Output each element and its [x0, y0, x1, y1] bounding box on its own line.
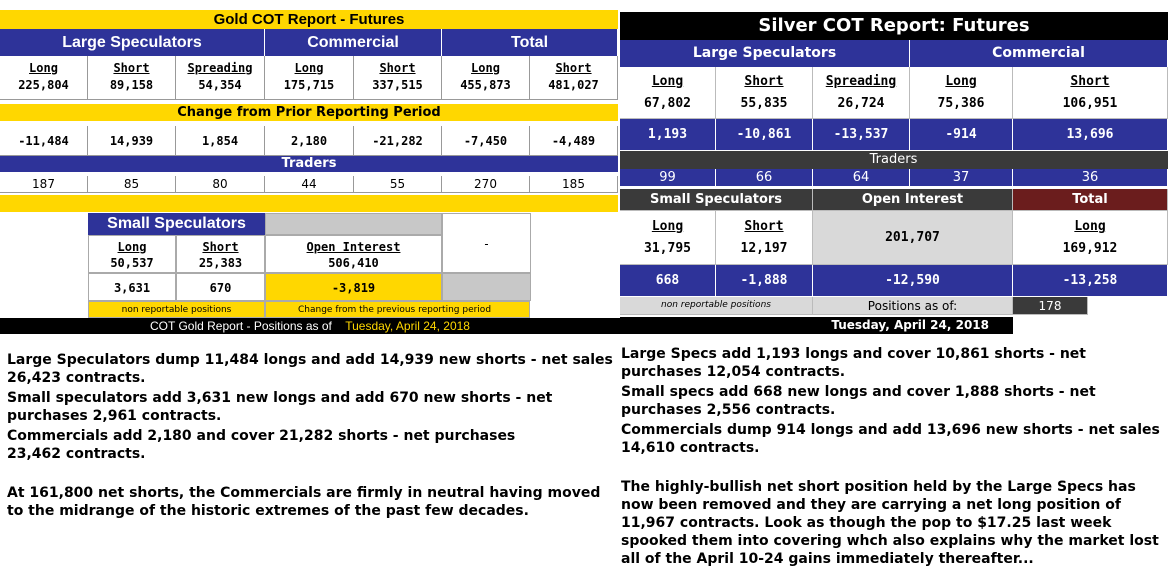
silver-change-cell: 13,696	[1013, 119, 1168, 151]
silver-total-long-change: -13,258	[1013, 265, 1168, 297]
gold-group-total: Total	[442, 29, 618, 56]
silver-total-label: Total	[1013, 189, 1168, 211]
silver-small-long-change: 668	[620, 265, 716, 297]
gold-col-com-long: Long 175,715	[265, 56, 354, 100]
silver-comment-2: Small specs add 668 new longs and cover …	[621, 384, 1096, 418]
gold-change-cell: -11,484	[0, 126, 88, 156]
gold-footer-date: Tuesday, April 24, 2018	[345, 319, 470, 333]
gold-dash-cell: -	[442, 213, 531, 273]
gold-trader-cell: 270	[442, 176, 530, 193]
gold-gray-filler	[265, 213, 442, 235]
gold-comment-2: Small speculators add 3,631 new longs an…	[7, 390, 553, 424]
gold-footer-label: COT Gold Report - Positions as of	[150, 319, 332, 333]
silver-date: Tuesday, April 24, 2018	[620, 317, 1013, 334]
silver-col-com-long: Long 75,386	[910, 67, 1013, 119]
silver-col-ls-spreading: Spreading 26,724	[813, 67, 910, 119]
gold-gray-filler-2	[442, 273, 531, 301]
silver-col-ls-short: Short 55,835	[716, 67, 813, 119]
gold-change-cell: 2,180	[265, 126, 354, 156]
silver-small-short-change: -1,888	[716, 265, 813, 297]
gold-comment-3: Commercials add 2,180 and cover 21,282 s…	[7, 428, 516, 462]
silver-change-cell: 1,193	[620, 119, 716, 151]
gold-change-band: Change from Prior Reporting Period	[0, 104, 618, 121]
gold-comment-4: At 161,800 net shorts, the Commercials a…	[7, 485, 601, 519]
gold-trader-cell: 85	[88, 176, 176, 193]
gold-col-ls-spreading: Spreading 54,354	[176, 56, 265, 100]
gold-change-cell: 1,854	[176, 126, 265, 156]
silver-comment-1: Large Specs add 1,193 longs and cover 10…	[621, 346, 1086, 380]
silver-trader-cell: 36	[1013, 169, 1168, 187]
gold-comment-1: Large Speculators dump 11,484 longs and …	[7, 352, 613, 386]
gold-small-short-change: 670	[176, 273, 265, 301]
gold-open-interest-change: -3,819	[265, 273, 442, 301]
silver-open-interest-label: Open Interest	[813, 189, 1013, 211]
gold-trader-cell: 55	[354, 176, 442, 193]
gold-small-specs-title: Small Speculators	[88, 213, 265, 235]
gold-group-commercial: Commercial	[265, 29, 442, 56]
gold-title: Gold COT Report - Futures	[0, 10, 618, 29]
silver-change-cell: -13,537	[813, 119, 910, 151]
gold-small-note: non reportable positions	[88, 301, 265, 318]
gold-traders-row: 187 85 80 44 55 270 185	[0, 176, 618, 193]
silver-total-long: Long 169,912	[1013, 211, 1168, 265]
gold-small-long: Long 50,537	[88, 235, 176, 273]
gold-trader-cell: 44	[265, 176, 354, 193]
silver-title: Silver COT Report: Futures	[620, 12, 1168, 40]
silver-positions-as-of: Positions as of:	[813, 297, 1013, 315]
silver-change-cell: -10,861	[716, 119, 813, 151]
silver-open-interest: 201,707	[813, 211, 1013, 265]
silver-group-large-specs: Large Speculators	[620, 40, 910, 67]
silver-small-short: Short 12,197	[716, 211, 813, 265]
gold-oi-note: Change from the previous reporting perio…	[265, 301, 530, 318]
silver-small-specs-label: Small Speculators	[620, 189, 813, 211]
gold-trader-cell: 185	[530, 176, 618, 193]
silver-total-traders: 178	[1013, 297, 1088, 315]
silver-col-ls-long: Long 67,802	[620, 67, 716, 119]
gold-group-large-specs: Large Speculators	[0, 29, 265, 56]
silver-trader-cell: 64	[813, 169, 910, 187]
gold-change-cell: -21,282	[354, 126, 442, 156]
gold-trader-cell: 80	[176, 176, 265, 193]
gold-small-long-change: 3,631	[88, 273, 176, 301]
gold-footer: COT Gold Report - Positions as of Tuesda…	[0, 318, 620, 334]
gold-change-cell: -7,450	[442, 126, 530, 156]
silver-open-interest-change: -12,590	[813, 265, 1013, 297]
gold-col-ls-short: Short 89,158	[88, 56, 176, 100]
gold-small-short: Short 25,383	[176, 235, 265, 273]
silver-group-commercial: Commercial	[910, 40, 1168, 67]
silver-change-cell: -914	[910, 119, 1013, 151]
gold-change-cell: -4,489	[530, 126, 618, 156]
silver-small-long: Long 31,795	[620, 211, 716, 265]
gold-positions-row: Long 225,804 Short 89,158 Spreading 54,354 …	[0, 56, 618, 100]
gold-trader-cell: 187	[0, 176, 88, 193]
silver-comment-3: Commercials dump 914 longs and add 13,69…	[621, 422, 1160, 456]
gold-open-interest: Open Interest 506,410	[265, 235, 442, 273]
gold-col-com-short: Short 337,515	[354, 56, 442, 100]
silver-note: non reportable positions	[620, 297, 813, 315]
gold-changes-row: -11,484 14,939 1,854 2,180 -21,282 -7,45…	[0, 126, 618, 156]
gold-traders-band: Traders	[0, 156, 618, 172]
silver-trader-cell: 37	[910, 169, 1013, 187]
gold-col-total-short: Short 481,027	[530, 56, 618, 100]
silver-trader-cell: 99	[620, 169, 716, 187]
silver-trader-cell: 66	[716, 169, 813, 187]
gold-change-cell: 14,939	[88, 126, 176, 156]
gold-col-ls-long: Long 225,804	[0, 56, 88, 100]
gold-spacer-band	[0, 195, 618, 212]
silver-comment-4: The highly-bullish net short position he…	[621, 479, 1159, 567]
silver-traders-band: Traders	[620, 151, 1168, 169]
gold-col-total-long: Long 455,873	[442, 56, 530, 100]
silver-col-com-short: Short 106,951	[1013, 67, 1168, 119]
